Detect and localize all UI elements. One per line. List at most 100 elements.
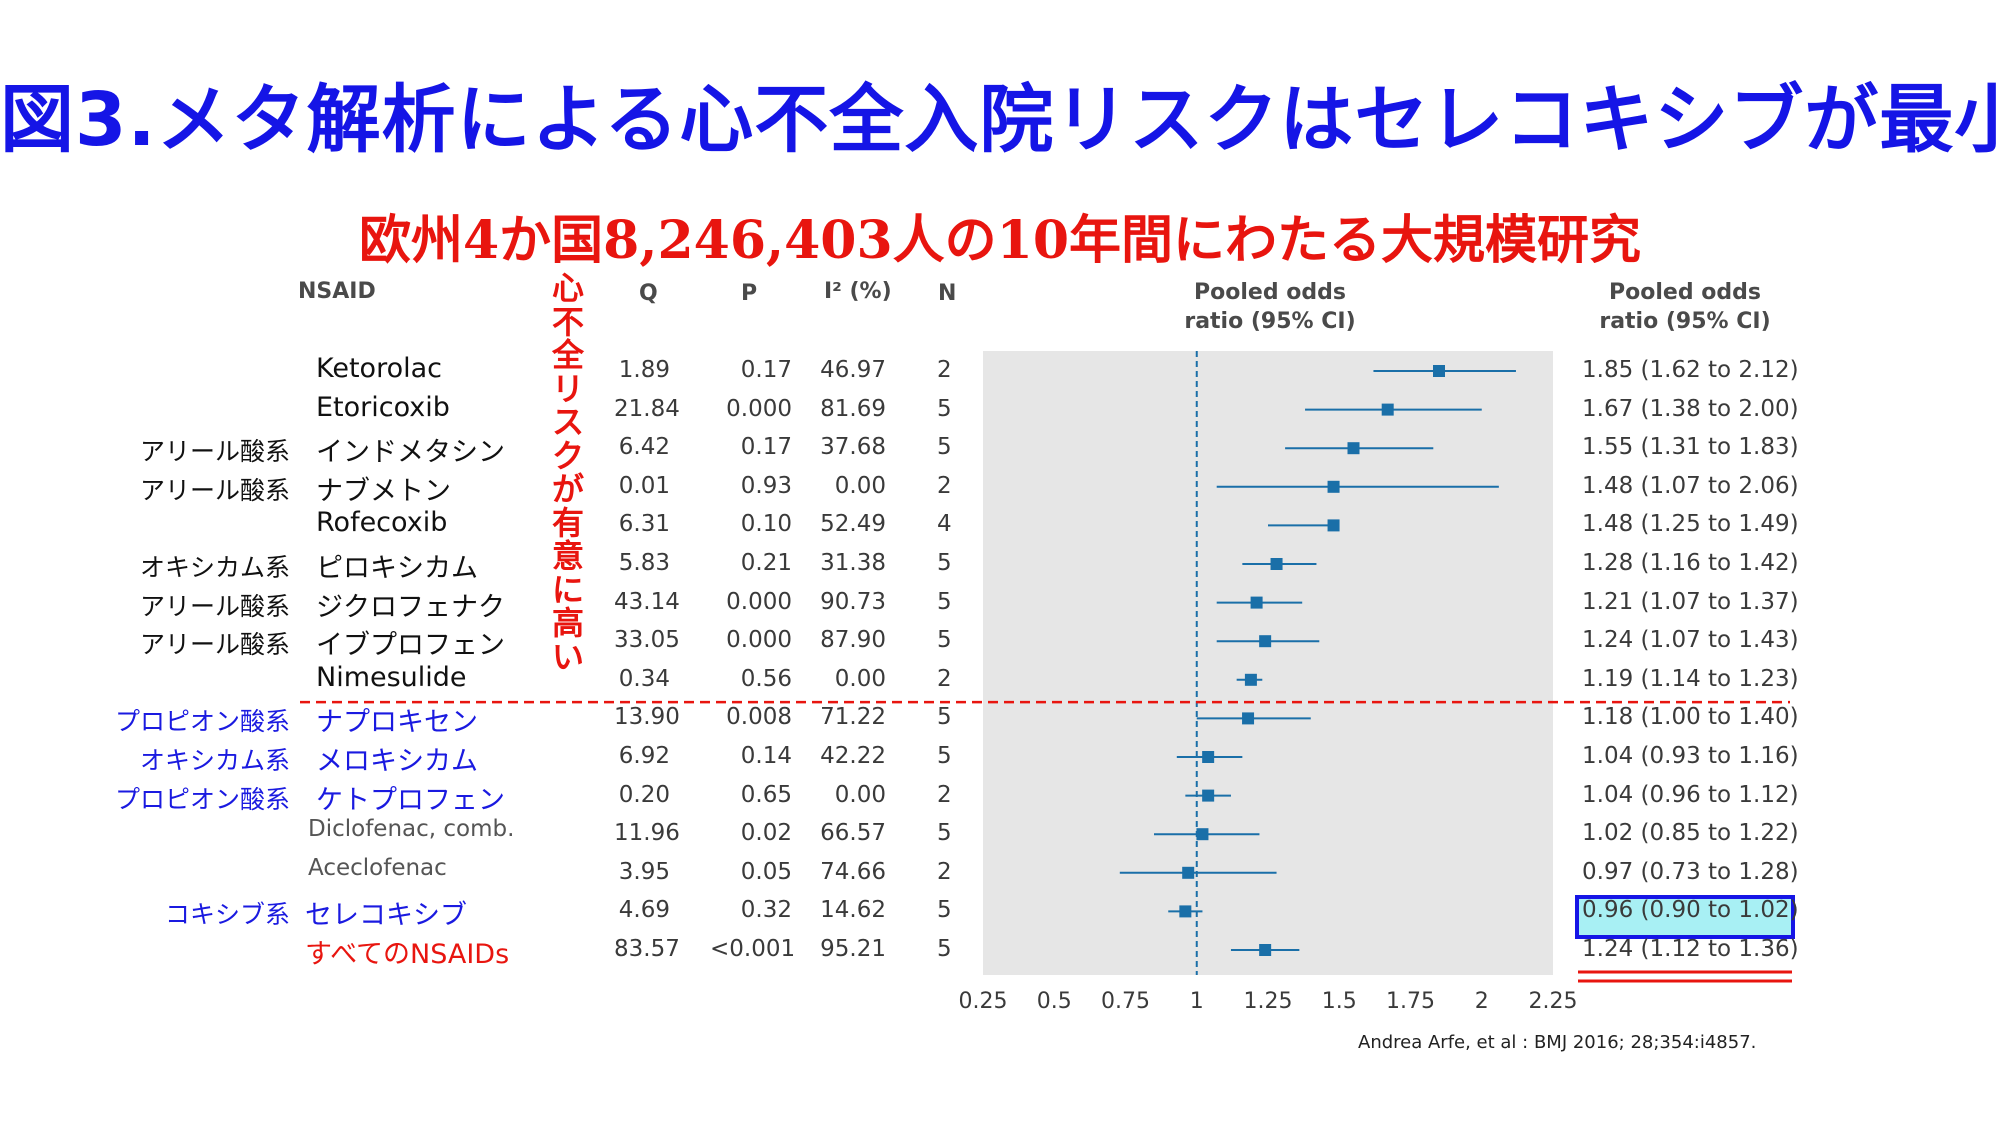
row-drug-name: ナプロキセン — [316, 707, 478, 739]
row-p-value: 0.21 — [740, 550, 792, 576]
row-drug-name: Ketorolac — [316, 353, 442, 384]
row-p-value: 0.000 — [726, 395, 792, 422]
row-n-value: 5 — [937, 820, 952, 847]
row-p-value: 0.02 — [740, 820, 792, 847]
row-p-value: 0.05 — [740, 858, 792, 885]
row-q-value: 0.20 — [618, 781, 670, 808]
row-ci-text: 1.85 (1.62 to 2.12) — [1582, 357, 1799, 383]
row-n-value: 2 — [937, 781, 952, 808]
odds-ratio-marker — [1259, 635, 1272, 648]
row-q-value: 33.05 — [614, 627, 680, 654]
x-tick-label: 1 — [1190, 989, 1204, 1014]
row-drug-name: イブプロフェン — [316, 630, 505, 662]
x-tick-label: 0.25 — [959, 989, 1008, 1014]
row-q-value: 43.14 — [614, 588, 680, 615]
row-drug-name: Etoricoxib — [316, 391, 450, 423]
header-nsaid: NSAID — [298, 279, 376, 304]
odds-ratio-marker — [1381, 403, 1394, 416]
vertical-label-char: 高 — [551, 604, 584, 642]
row-p-value: 0.93 — [740, 472, 792, 499]
row-n-value: 5 — [937, 395, 952, 422]
row-p-value: 0.14 — [740, 743, 792, 769]
header-p: P — [741, 281, 758, 306]
vertical-label-char: ク — [551, 436, 584, 475]
x-tick-label: 2 — [1475, 989, 1489, 1014]
row-ci-text: 1.21 (1.07 to 1.37) — [1582, 588, 1799, 615]
row-n-value: 5 — [937, 743, 952, 769]
row-i2-value: 0.00 — [834, 781, 886, 808]
header-i2: I² (%) — [824, 279, 892, 304]
row-drug-class: アリール酸系 — [139, 475, 290, 505]
row-i2-value: 37.68 — [820, 434, 886, 461]
row-n-value: 2 — [937, 665, 952, 692]
row-p-value: 0.000 — [726, 627, 792, 654]
row-i2-value: 0.00 — [834, 665, 886, 692]
row-n-value: 5 — [937, 588, 952, 615]
row-drug-class: オキシカム系 — [139, 553, 290, 582]
row-drug-name: すべてのNSAIDs — [305, 939, 510, 970]
row-p-value: 0.56 — [740, 665, 792, 692]
odds-ratio-marker — [1433, 365, 1445, 377]
risk-vertical-label: 心不全リスクが有意に高い — [548, 269, 588, 674]
row-drug-name: Rofecoxib — [316, 507, 448, 539]
row-n-value: 5 — [937, 704, 952, 731]
row-ci-text: 1.24 (1.07 to 1.43) — [1582, 627, 1799, 654]
vertical-label-char: 心 — [551, 269, 584, 307]
row-ci-text: 1.02 (0.85 to 1.22) — [1582, 820, 1799, 847]
header-pooled-right-line2: ratio (95% CI) — [1599, 309, 1771, 334]
odds-ratio-marker — [1244, 673, 1257, 686]
row-drug-class: プロピオン酸系 — [114, 784, 290, 814]
row-drug-name: ケトプロフェン — [316, 784, 505, 816]
odds-ratio-marker — [1327, 480, 1340, 493]
row-i2-value: 74.66 — [820, 858, 886, 885]
x-tick-label: 1.75 — [1386, 989, 1435, 1014]
row-ci-text: 1.48 (1.25 to 1.49) — [1582, 511, 1799, 538]
row-ci-text: 1.04 (0.93 to 1.16) — [1582, 743, 1799, 769]
row-q-value: 3.95 — [618, 858, 670, 885]
x-tick-label: 0.5 — [1037, 989, 1072, 1014]
row-n-value: 5 — [937, 550, 952, 576]
row-drug-class: アリール酸系 — [139, 437, 290, 467]
x-tick-label: 0.75 — [1101, 989, 1150, 1014]
row-i2-value: 66.57 — [820, 820, 886, 847]
row-i2-value: 31.38 — [820, 550, 886, 576]
x-tick-label: 1.5 — [1322, 989, 1357, 1014]
row-ci-text: 1.28 (1.16 to 1.42) — [1582, 550, 1799, 576]
row-ci-text: 1.18 (1.00 to 1.40) — [1582, 704, 1799, 731]
row-q-value: 6.42 — [618, 434, 670, 461]
row-ci-text: 0.97 (0.73 to 1.28) — [1582, 858, 1799, 885]
row-ci-text: 1.24 (1.12 to 1.36) — [1582, 936, 1799, 962]
vertical-label-char: ス — [551, 403, 584, 441]
row-drug-name: ナブメトン — [316, 475, 451, 507]
row-p-value: <0.001 — [710, 936, 796, 962]
row-drug-class: アリール酸系 — [139, 591, 290, 621]
row-i2-value: 81.69 — [820, 395, 886, 422]
page-subtitle: 欧州4か国8,246,403人の10年間にわたる大規模研究 — [358, 210, 1642, 271]
row-ci-text: 1.55 (1.31 to 1.83) — [1582, 434, 1799, 461]
row-ci-text: 0.96 (0.90 to 1.02) — [1582, 897, 1799, 924]
row-drug-name: Aceclofenac — [308, 854, 447, 881]
row-i2-value: 87.90 — [820, 627, 886, 654]
odds-ratio-marker — [1259, 944, 1272, 956]
odds-ratio-marker — [1242, 712, 1255, 725]
row-n-value: 5 — [937, 897, 952, 924]
plot-background — [983, 351, 1553, 975]
row-drug-class: コキシブ系 — [164, 900, 290, 930]
odds-ratio-marker — [1270, 558, 1283, 570]
row-n-value: 2 — [937, 858, 952, 885]
row-i2-value: 0.00 — [834, 472, 886, 499]
row-q-value: 0.01 — [618, 472, 670, 499]
row-q-value: 11.96 — [614, 820, 680, 847]
vertical-label-char: 有 — [551, 503, 584, 542]
header-pooled-right-line1: Pooled odds — [1609, 280, 1761, 305]
row-drug-name: ピロキシカム — [316, 553, 478, 584]
header-pooled-odds-right: Pooled odds ratio (95% CI) — [1575, 278, 1795, 336]
row-n-value: 5 — [937, 936, 952, 962]
row-q-value: 6.92 — [618, 743, 670, 769]
row-n-value: 2 — [937, 472, 952, 499]
row-i2-value: 42.22 — [820, 743, 886, 769]
row-drug-name: Nimesulide — [316, 661, 467, 693]
page-title: 図3.メタ解析による心不全入院リスクはセレコキシブが最小 — [0, 77, 2000, 163]
header-n: N — [938, 281, 957, 306]
